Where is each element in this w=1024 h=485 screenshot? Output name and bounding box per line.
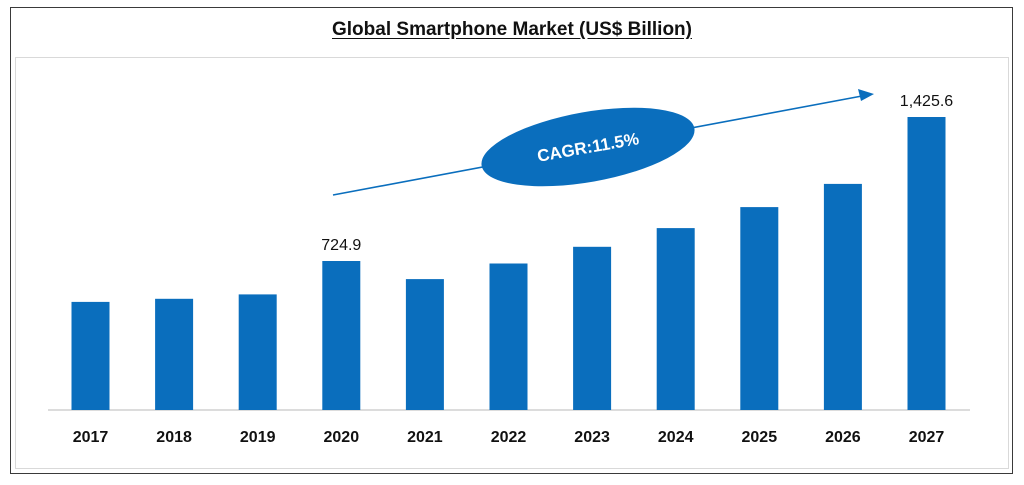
x-tick-label: 2020 (324, 429, 360, 446)
x-tick-label: 2026 (825, 429, 861, 446)
data-label-2020: 724.9 (321, 237, 361, 254)
cagr-badge (481, 107, 695, 187)
bar-2022 (489, 263, 528, 410)
x-tick-label: 2017 (73, 429, 109, 446)
x-tick-label: 2018 (156, 429, 192, 446)
bar-2025 (740, 207, 779, 410)
x-tick-label: 2027 (909, 429, 945, 446)
bar-2026 (823, 183, 862, 410)
plot-area-border (15, 57, 1009, 469)
bar-2018 (155, 298, 194, 410)
bar-2021 (405, 279, 444, 410)
x-tick-label: 2024 (658, 429, 694, 446)
chart-title: Global Smartphone Market (US$ Billion) (332, 19, 692, 40)
x-tick-label: 2019 (240, 429, 276, 446)
bar-2020 (322, 261, 361, 410)
bar-2027 (907, 117, 946, 410)
x-tick-label: 2025 (742, 429, 778, 446)
bar-2017 (71, 301, 110, 410)
bar-2024 (656, 228, 695, 410)
data-label-2027: 1,425.6 (900, 93, 953, 110)
x-tick-label: 2022 (491, 429, 527, 446)
x-tick-label: 2021 (407, 429, 443, 446)
cagr-arrowhead (858, 89, 874, 101)
bar-2023 (573, 246, 612, 410)
x-tick-label: 2023 (574, 429, 610, 446)
bar-2019 (238, 294, 277, 410)
